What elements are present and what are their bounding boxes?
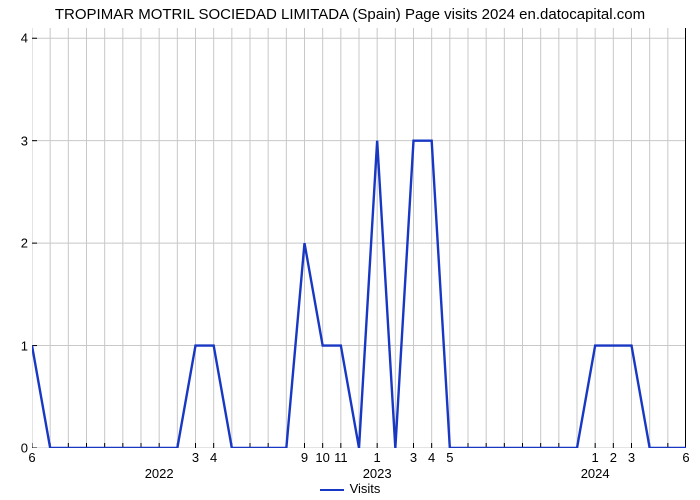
x-tick-label: 5	[446, 450, 453, 465]
x-tick-label: 3	[628, 450, 635, 465]
plot-svg	[32, 28, 686, 448]
year-label: 2023	[363, 466, 392, 481]
legend: Visits	[0, 481, 700, 496]
x-tick-label: 3	[410, 450, 417, 465]
y-tick-label: 2	[21, 236, 28, 251]
x-tick-label: 11	[334, 450, 348, 465]
year-label: 2024	[581, 466, 610, 481]
x-tick-label: 6	[28, 450, 35, 465]
x-tick-label: 4	[428, 450, 435, 465]
plot-area	[32, 28, 686, 448]
y-tick-label: 3	[21, 133, 28, 148]
x-tick-label: 4	[210, 450, 217, 465]
x-tick-label: 3	[192, 450, 199, 465]
x-tick-label: 6	[682, 450, 689, 465]
y-tick-label: 1	[21, 338, 28, 353]
year-label: 2022	[145, 466, 174, 481]
x-tick-label: 1	[374, 450, 381, 465]
x-tick-label: 9	[301, 450, 308, 465]
x-tick-label: 2	[610, 450, 617, 465]
y-tick-label: 0	[21, 441, 28, 456]
chart-title: TROPIMAR MOTRIL SOCIEDAD LIMITADA (Spain…	[0, 6, 700, 23]
x-tick-label: 10	[315, 450, 329, 465]
visits-chart: TROPIMAR MOTRIL SOCIEDAD LIMITADA (Spain…	[0, 0, 700, 500]
legend-label: Visits	[350, 481, 381, 496]
legend-swatch	[320, 489, 344, 491]
x-tick-label: 1	[592, 450, 599, 465]
y-tick-label: 4	[21, 31, 28, 46]
